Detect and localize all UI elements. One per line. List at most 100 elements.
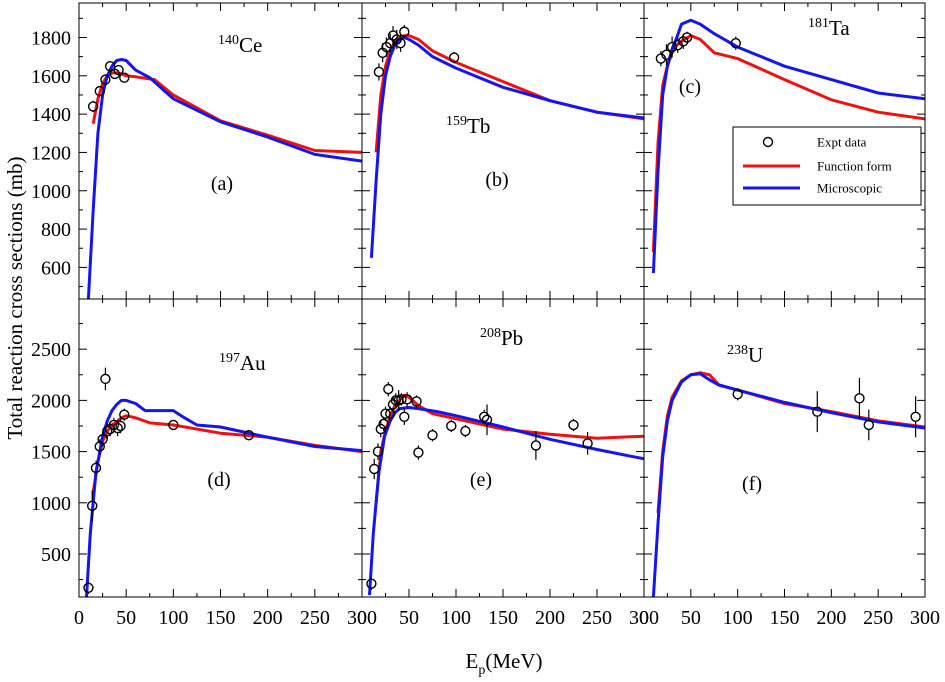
x-tick-label: 300	[347, 607, 377, 629]
x-tick-label: 100	[723, 607, 753, 629]
expt-point	[582, 438, 593, 449]
nucleus-mass: 181	[808, 16, 829, 31]
x-tick-label: 300	[629, 607, 659, 629]
expt-point	[568, 419, 579, 431]
panel-f: 0 50 100 150 200 250 300 238U (f)	[639, 298, 940, 629]
expt-point	[119, 409, 130, 420]
x-tick-label: 0	[639, 607, 649, 629]
panel-a-nucleus-label: 140Ce	[218, 33, 262, 57]
nucleus-element: Tb	[467, 114, 490, 138]
expt-point	[373, 66, 385, 78]
expt-point	[863, 419, 874, 431]
expt-point	[413, 447, 424, 458]
x-tick-label: 0	[357, 607, 367, 629]
microscopic-line	[369, 36, 644, 258]
function-form-line	[656, 371, 925, 514]
expt-point	[83, 582, 94, 593]
nucleus-mass: 208	[480, 326, 501, 341]
expt-point	[100, 373, 111, 385]
y-tick-label: 1600	[31, 66, 71, 88]
expt-point	[530, 440, 542, 451]
function-form-line	[91, 71, 362, 154]
microscopic-line	[651, 372, 925, 597]
expt-point	[112, 422, 123, 434]
panel-f-nucleus-label: 238U	[727, 343, 763, 367]
nucleus-mass: 238	[727, 343, 748, 358]
y-tick-label: 1000	[31, 181, 71, 203]
expt-point	[383, 383, 394, 395]
expt-point	[399, 26, 410, 37]
expt-point	[113, 64, 124, 76]
expt-point	[910, 411, 921, 422]
expt-point	[427, 429, 438, 441]
expt-point	[854, 393, 865, 404]
panel-d-nucleus-label: 197Au	[219, 351, 266, 375]
panel-a-data	[86, 58, 362, 299]
expt-point	[681, 32, 693, 43]
y-tick-label: 1000	[31, 493, 71, 515]
panel-b-data	[369, 25, 644, 258]
expt-point	[730, 38, 741, 49]
y-tick-label: 1400	[31, 104, 71, 126]
panel-e-letter: (e)	[470, 469, 492, 491]
microscopic-line	[368, 406, 644, 596]
y-tick-label: 1500	[31, 442, 71, 464]
expt-point	[481, 414, 493, 426]
expt-point	[446, 420, 457, 432]
x-tick-label: 150	[206, 607, 236, 629]
panel-c-nucleus-label: 181Ta	[808, 16, 850, 40]
expt-point	[396, 394, 407, 405]
panel-d: 500 1000 1500 2000 2500 0 50 100 150 200 250 300 197…	[31, 298, 377, 629]
expt-point	[102, 425, 113, 437]
panel-b-nucleus-label: 159Tb	[446, 114, 490, 138]
x-tick-label: 100	[441, 607, 471, 629]
expt-point	[812, 406, 823, 417]
expt-point	[87, 101, 99, 112]
microscopic-line	[86, 58, 362, 299]
legend: Expt data Function form Microscopic	[732, 126, 922, 206]
expt-point	[460, 425, 471, 437]
y-tick-label: 800	[41, 219, 71, 241]
expt-point	[100, 74, 111, 85]
expt-point	[385, 408, 396, 419]
nucleus-mass: 140	[218, 33, 239, 48]
expt-point	[390, 395, 402, 406]
nucleus-element: Ta	[829, 16, 850, 40]
legend-microscopic-label: Microscopic	[817, 181, 882, 196]
x-tick-label: 200	[816, 607, 846, 629]
expt-point	[395, 38, 406, 49]
y-tick-label: 600	[41, 257, 71, 279]
x-tick-label: 50	[116, 607, 136, 629]
function-form-line	[374, 34, 644, 153]
expt-point	[732, 389, 743, 400]
y-tick-label: 1200	[31, 142, 71, 164]
panel-b: 159Tb (b)	[361, 2, 645, 300]
x-tick-label: 300	[910, 607, 940, 629]
y-axis-title: Total reaction cross sections (mb)	[3, 156, 27, 439]
microscopic-line	[85, 398, 362, 597]
expt-point	[372, 446, 384, 457]
y-tick-label: 2000	[31, 390, 71, 412]
expt-point	[94, 85, 105, 97]
expt-point	[119, 72, 130, 83]
x-tick-label: 250	[300, 607, 330, 629]
x-tick-label: 250	[582, 607, 612, 629]
expt-point	[94, 441, 105, 452]
expt-point	[90, 462, 102, 474]
expt-point	[411, 396, 422, 407]
expt-point	[401, 394, 413, 405]
nucleus-element: U	[748, 343, 763, 367]
panel-e-data	[366, 381, 644, 596]
panel-b-letter: (b)	[485, 169, 508, 191]
x-tick-label: 0	[74, 607, 84, 629]
panel-e: 0 50 100 150 200 250 300 208Pb (e)	[357, 298, 659, 629]
function-form-line	[91, 414, 362, 493]
nucleus-element: Ce	[239, 33, 262, 57]
expt-point	[666, 41, 678, 53]
panel-f-data	[651, 371, 925, 597]
nucleus-element: Au	[240, 351, 266, 375]
nucleus-mass: 159	[446, 114, 467, 129]
y-tick-label: 2500	[31, 339, 71, 361]
